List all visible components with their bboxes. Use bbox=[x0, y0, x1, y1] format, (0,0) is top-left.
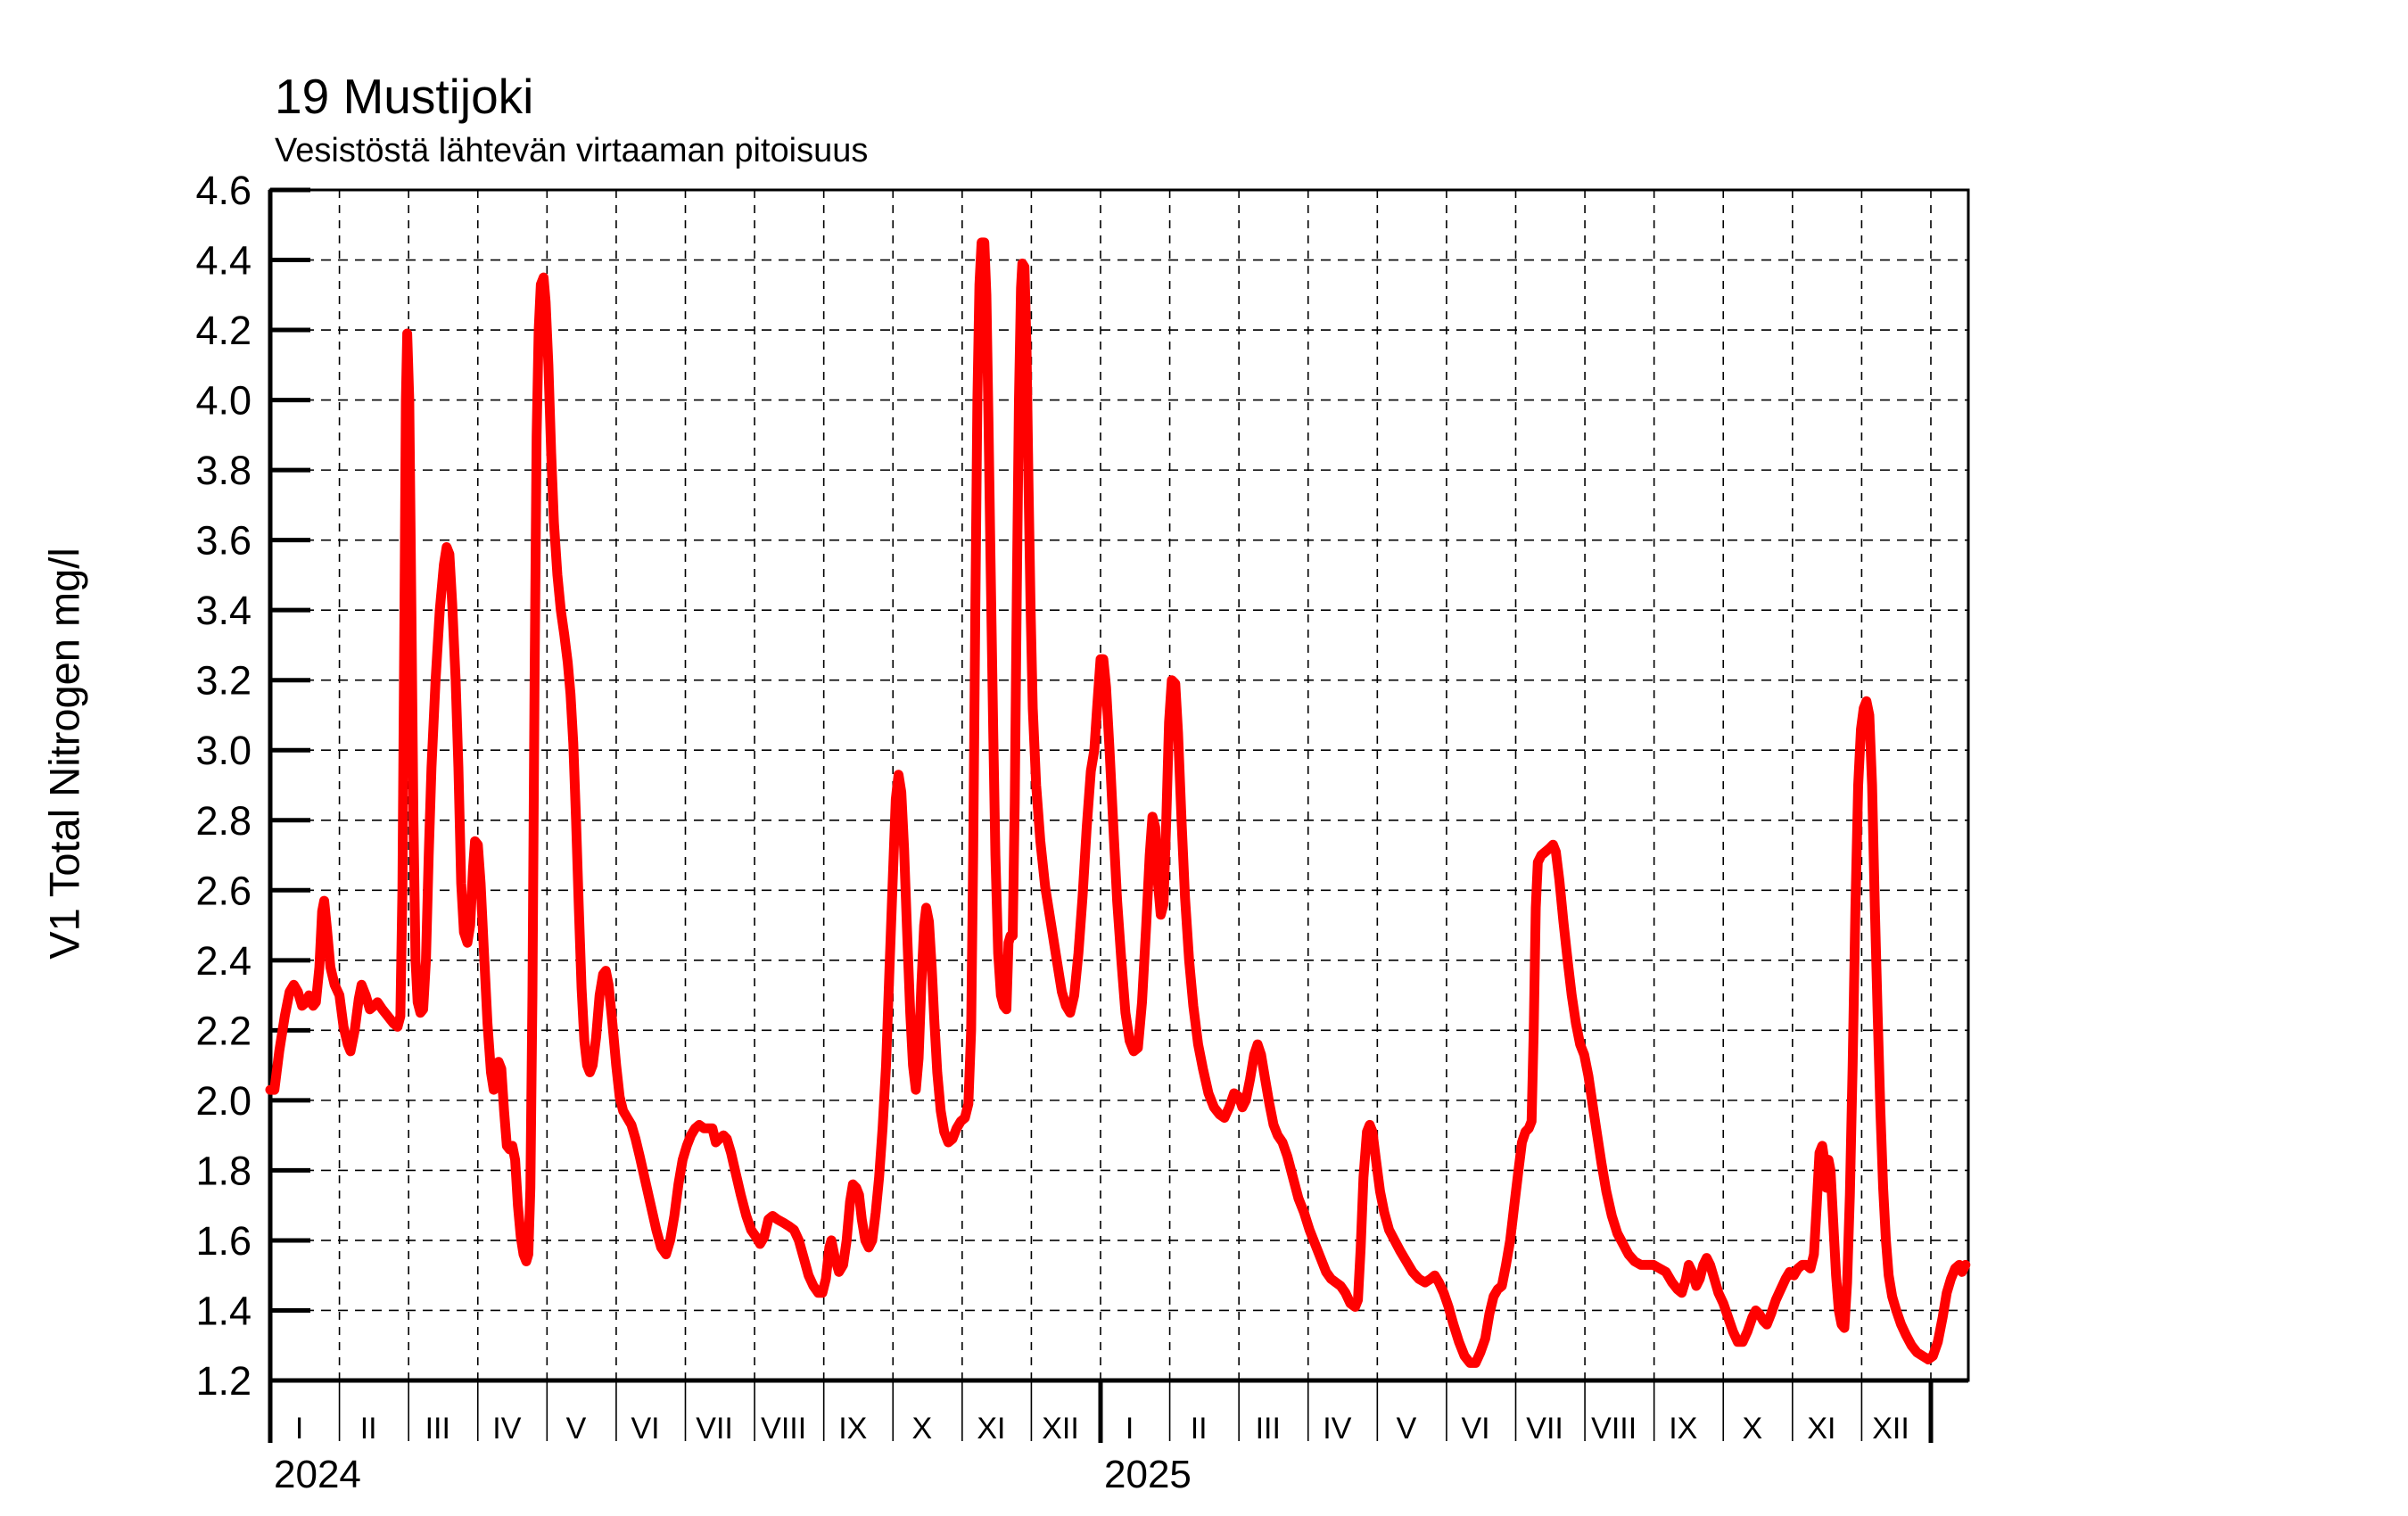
y-tick-label: 4.0 bbox=[195, 378, 252, 424]
y-tick-label: 3.6 bbox=[195, 518, 252, 564]
x-month-label: VIII bbox=[1591, 1412, 1637, 1446]
x-month-label: IX bbox=[838, 1412, 867, 1446]
x-month-label: II bbox=[1191, 1412, 1208, 1446]
x-month-label: IV bbox=[492, 1412, 521, 1446]
x-month-label: II bbox=[360, 1412, 377, 1446]
y-tick-label: 2.2 bbox=[195, 1008, 252, 1053]
plot-border bbox=[268, 188, 1970, 1382]
x-month-label: VII bbox=[696, 1412, 733, 1446]
x-year-label: 2024 bbox=[274, 1453, 361, 1496]
y-tick-label: 3.8 bbox=[195, 448, 252, 493]
y-tick-label: 2.0 bbox=[195, 1078, 252, 1124]
y-tick-label: 4.6 bbox=[195, 168, 252, 213]
x-month-label: III bbox=[425, 1412, 450, 1446]
y-tick-label: 4.4 bbox=[195, 238, 252, 284]
x-month-label: XII bbox=[1042, 1412, 1079, 1446]
chart-subtitle: Vesistöstä lähtevän virtaaman pitoisuus bbox=[275, 132, 869, 169]
x-month-label: V bbox=[1397, 1412, 1417, 1446]
y-tick-label: 1.6 bbox=[195, 1218, 252, 1264]
y-tick-label: 3.0 bbox=[195, 728, 252, 773]
data-line-v1-total-nitrogen-mg/l bbox=[265, 237, 1971, 1368]
y-tick-label: 2.4 bbox=[195, 938, 252, 984]
y-tick-label: 1.2 bbox=[195, 1358, 252, 1404]
y-tick-label: 3.2 bbox=[195, 658, 252, 704]
x-year-label: 2025 bbox=[1104, 1453, 1192, 1496]
x-month-label: V bbox=[566, 1412, 587, 1446]
x-month-label: VII bbox=[1526, 1412, 1563, 1446]
y-tick-label: 1.8 bbox=[195, 1148, 252, 1193]
x-month-label: VIII bbox=[761, 1412, 806, 1446]
x-month-label: III bbox=[1256, 1412, 1281, 1446]
x-month-label: IV bbox=[1323, 1412, 1351, 1446]
x-month-label: X bbox=[1742, 1412, 1762, 1446]
chart-title: 19 Mustijoki bbox=[275, 69, 534, 124]
y-axis-label: V1 Total Nitrogen mg/l bbox=[40, 548, 88, 960]
y-tick-label: 4.2 bbox=[195, 308, 252, 353]
x-month-label: VI bbox=[631, 1412, 659, 1446]
x-month-label: I bbox=[1126, 1412, 1134, 1446]
x-month-label: X bbox=[911, 1412, 932, 1446]
y-tick-label: 2.6 bbox=[195, 868, 252, 913]
y-tick-label: 3.4 bbox=[195, 588, 252, 633]
y-tick-label: 2.8 bbox=[195, 798, 252, 844]
x-month-label: XI bbox=[1807, 1412, 1835, 1446]
y-tick-label: 1.4 bbox=[195, 1288, 252, 1333]
x-month-label: XI bbox=[977, 1412, 1005, 1446]
x-month-label: VI bbox=[1461, 1412, 1489, 1446]
x-month-label: I bbox=[295, 1412, 303, 1446]
x-month-label: IX bbox=[1669, 1412, 1697, 1446]
x-month-label: XII bbox=[1872, 1412, 1909, 1446]
